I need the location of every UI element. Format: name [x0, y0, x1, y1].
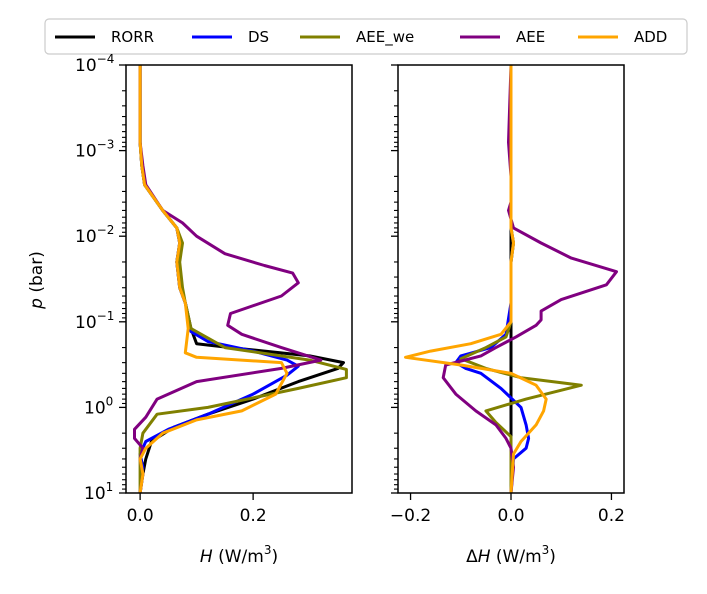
legend-entry-rorr: RORR — [55, 28, 154, 46]
y-tick-label: 10−3 — [75, 138, 114, 162]
series-line-aee-right — [441, 64, 618, 494]
y-axis-label-symbol: p — [27, 298, 47, 310]
legend-entry-add: ADD — [578, 28, 667, 46]
y-axis-label-unit: (bar) — [27, 251, 47, 298]
x-axis-label-right: ΔH (W/m3) — [466, 543, 556, 567]
x-axis-label-unit: (W/m — [491, 547, 542, 567]
y-tick-label: 10−1 — [75, 309, 114, 333]
y-tick-label: 10−4 — [75, 52, 114, 76]
x-axis-label-prefix: Δ — [466, 547, 478, 567]
x-ticks-left: 0.0 0.2 — [127, 493, 267, 526]
series-line-add-left — [138, 65, 289, 494]
x-tick-label-left: 0.0 — [127, 506, 154, 526]
y-tick-label-base: 10 — [75, 227, 97, 247]
x-axis-label-close: ) — [549, 547, 556, 567]
x-axis-label-unit: (W/m — [213, 547, 264, 567]
legend: RORR DS AEE_we AEE ADD — [44, 18, 688, 55]
panel-left-frame — [125, 64, 353, 494]
legend-entry-aee-we: AEE_we — [300, 28, 414, 47]
legend-label-aee-we: AEE_we — [356, 28, 414, 47]
x-axis-label-sup: 3 — [542, 543, 550, 557]
y-tick-label-exp: −3 — [97, 138, 115, 152]
x-axis-label-symbol: H — [200, 547, 213, 567]
y-axis-label: p (bar) — [27, 251, 47, 310]
y-tick-label: 100 — [84, 394, 113, 418]
y-ticks-right — [391, 64, 398, 494]
y-tick-label-exp: 0 — [106, 394, 114, 408]
x-tick-label-left: 0.2 — [240, 506, 267, 526]
x-ticks-right: −0.2 0.0 0.2 — [390, 493, 625, 526]
series-line-aee-left — [133, 65, 323, 494]
series-group-right — [404, 64, 618, 494]
y-tick-label-base: 10 — [75, 142, 97, 162]
y-tick-label-exp: −1 — [97, 309, 115, 323]
legend-label-ds: DS — [248, 28, 269, 46]
legend-entry-aee: AEE — [460, 28, 545, 46]
panel-right: −0.2 0.0 0.2 ΔH (W/m3) — [390, 64, 625, 567]
y-tick-label-exp: 1 — [106, 480, 114, 494]
y-tick-label-base: 10 — [84, 484, 106, 504]
x-axis-label-symbol: H — [478, 547, 491, 567]
y-tick-label: 10−2 — [75, 223, 114, 247]
y-tick-label: 101 — [84, 480, 113, 504]
x-tick-label-right: 0.0 — [497, 506, 524, 526]
y-tick-label-base: 10 — [75, 313, 97, 333]
legend-label-add: ADD — [634, 28, 667, 46]
x-tick-label-right: −0.2 — [390, 506, 431, 526]
series-line-add-right — [404, 65, 548, 494]
x-axis-label-left: H (W/m3) — [200, 543, 278, 567]
legend-entry-ds: DS — [192, 28, 269, 46]
y-tick-label-base: 10 — [84, 398, 106, 418]
y-tick-label-exp: −4 — [97, 52, 115, 66]
x-axis-label-close: ) — [271, 547, 278, 567]
x-tick-label-right: 0.2 — [598, 506, 625, 526]
y-tick-label-base: 10 — [75, 56, 97, 76]
legend-label-aee: AEE — [516, 28, 545, 46]
x-axis-label-sup: 3 — [264, 543, 272, 557]
series-group-left — [133, 65, 348, 494]
legend-frame — [44, 18, 688, 55]
y-tick-label-exp: −2 — [97, 223, 115, 237]
legend-label-rorr: RORR — [111, 28, 154, 46]
